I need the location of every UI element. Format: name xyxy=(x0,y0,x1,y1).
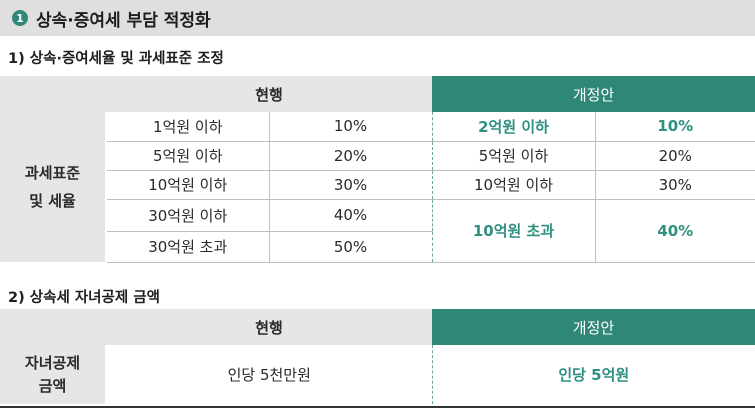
table2-revised-header: 개정안 xyxy=(432,309,755,345)
table2-heading: 2) 상속세 자녀공제 금액 xyxy=(8,290,160,306)
current-bracket: 1억원 이하 xyxy=(106,112,270,142)
revised-bracket: 5억원 이하 xyxy=(431,141,596,171)
tax-rate-table: 현행 개정안 과세표준 및 세율 1억원 이하 10% 2억원 이하 10% 5… xyxy=(0,76,755,263)
table2-row-label-line1: 자녀공제 xyxy=(24,354,81,372)
revised-rate: 10% xyxy=(595,112,755,142)
revised-bracket: 2억원 이하 xyxy=(431,112,596,142)
table2-corner xyxy=(0,309,106,345)
table1-row-label-line2: 및 세율 xyxy=(29,192,76,210)
current-rate: 40% xyxy=(269,199,433,232)
current-rate: 20% xyxy=(269,141,433,171)
table1-row-label: 과세표준 및 세율 xyxy=(0,112,107,262)
revised-deduction-value: 인당 5억원 xyxy=(431,345,755,404)
current-bracket: 5억원 이하 xyxy=(106,141,270,171)
current-deduction-value: 인당 5천만원 xyxy=(227,366,311,384)
revised-rate: 40% xyxy=(595,199,755,263)
table1-current-header: 현행 xyxy=(106,76,433,112)
current-bracket: 30억원 초과 xyxy=(106,231,270,263)
current-bracket: 30억원 이하 xyxy=(106,199,270,232)
revised-bracket: 10억원 이하 xyxy=(431,170,596,200)
current-rate: 50% xyxy=(269,231,433,263)
table2-row-label-line2: 금액 xyxy=(38,376,67,395)
child-deduction-table: 현행 개정안 자녀공제 금액 인당 5천만원 인당 5억원 xyxy=(0,309,755,404)
bottom-rule xyxy=(0,406,755,408)
current-bracket: 10억원 이하 xyxy=(106,170,270,200)
table1-row-label-line1: 과세표준 xyxy=(24,163,81,182)
section-number-badge: 1 xyxy=(12,10,28,26)
table1-revised-header: 개정안 xyxy=(432,76,755,112)
section-title: 상속·증여세 부담 적정화 xyxy=(36,10,211,31)
revised-rate: 20% xyxy=(595,141,755,171)
table1-corner xyxy=(0,76,106,112)
revised-bracket: 10억원 초과 xyxy=(431,199,596,263)
table1-heading: 1) 상속·증여세율 및 과세표준 조정 xyxy=(8,51,224,67)
section-title-bar: 1 상속·증여세 부담 적정화 xyxy=(0,0,755,36)
current-rate: 30% xyxy=(269,170,433,200)
revised-rate: 30% xyxy=(595,170,755,200)
table2-current-header: 현행 xyxy=(106,309,432,345)
table2-row-label: 자녀공제 금액 xyxy=(0,345,107,404)
current-rate: 10% xyxy=(269,112,433,142)
